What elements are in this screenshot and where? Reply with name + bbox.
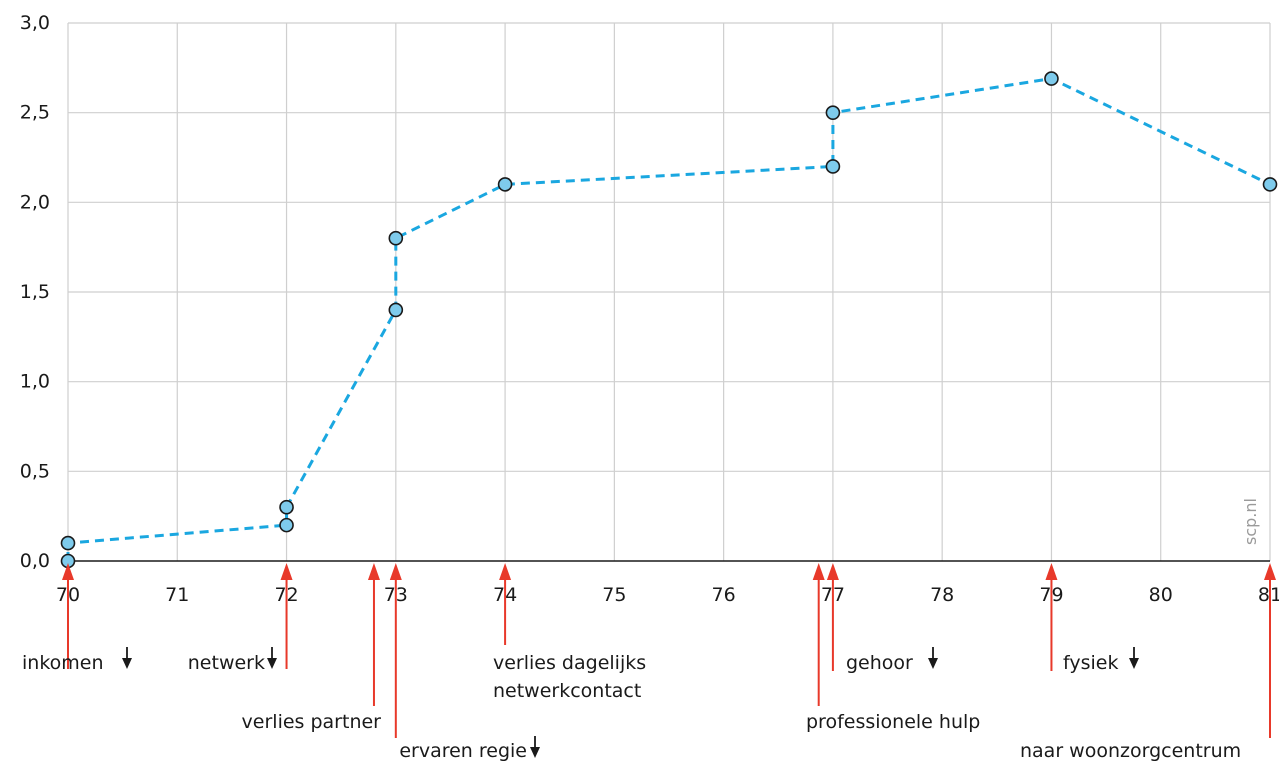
event-arrow-head	[499, 563, 512, 580]
event-arrow-head	[389, 563, 402, 580]
data-point	[497, 177, 513, 192]
x-tick-label: 76	[712, 584, 736, 606]
event-arrow-head	[812, 563, 825, 580]
series	[60, 71, 1278, 569]
decline-arrow-head	[267, 658, 277, 669]
y-tick-label: 2,5	[20, 102, 50, 124]
event-label: inkomen	[22, 652, 104, 674]
data-point	[1044, 71, 1059, 86]
event-label: ervaren regie	[399, 740, 527, 762]
decline-arrow-head	[928, 658, 938, 669]
y-tick-label: 2,0	[20, 191, 50, 213]
decline-arrow-head	[122, 658, 132, 669]
data-point	[825, 105, 841, 120]
y-tick-label: 3,0	[20, 12, 50, 34]
event-label: verlies partner	[242, 711, 382, 733]
x-tick-label: 78	[930, 584, 954, 606]
events: inkomen netwerk verlies partner ervaren reg…	[22, 563, 1276, 762]
grid	[67, 22, 1271, 561]
event-label: netwerk	[188, 652, 265, 674]
series-line	[66, 77, 1271, 561]
x-tick-label: 71	[165, 584, 189, 606]
data-point	[1262, 177, 1278, 192]
y-tick-label: 1,5	[20, 281, 50, 303]
event-arrow-head	[826, 563, 839, 580]
data-point	[388, 302, 404, 318]
event-arrow-head	[1045, 563, 1058, 580]
decline-arrow-head	[1129, 658, 1139, 669]
event-label: professionele hulp	[806, 711, 980, 733]
event-arrow-head	[1264, 563, 1276, 580]
x-tick-label: 80	[1149, 584, 1173, 606]
decline-arrow-head	[530, 747, 540, 758]
y-tick-label: 0,5	[20, 460, 50, 482]
x-tick-label: 81	[1258, 584, 1279, 606]
event-arrow-head	[367, 563, 380, 580]
event-label: naar woonzorgcentrum	[1020, 740, 1241, 762]
event-label: netwerkcontact	[493, 680, 641, 702]
data-point	[279, 517, 294, 533]
axes: 0,00,51,01,52,02,53,070 71 72 73 74 75 76 77 78 7…	[20, 12, 1279, 606]
event-arrow-head	[280, 563, 293, 580]
event-label: verlies dagelijks	[493, 652, 646, 674]
data-point	[60, 535, 76, 551]
data-point	[388, 230, 404, 246]
data-point	[825, 159, 841, 174]
watermark: scp.nl	[1241, 498, 1260, 545]
y-tick-label: 0,0	[20, 550, 50, 572]
data-point	[279, 499, 294, 515]
x-tick-label: 75	[602, 584, 626, 606]
y-tick-label: 1,0	[20, 371, 50, 393]
event-arrow-head	[62, 563, 74, 580]
event-label: fysiek	[1063, 652, 1118, 674]
event-label: gehoor	[846, 652, 913, 674]
